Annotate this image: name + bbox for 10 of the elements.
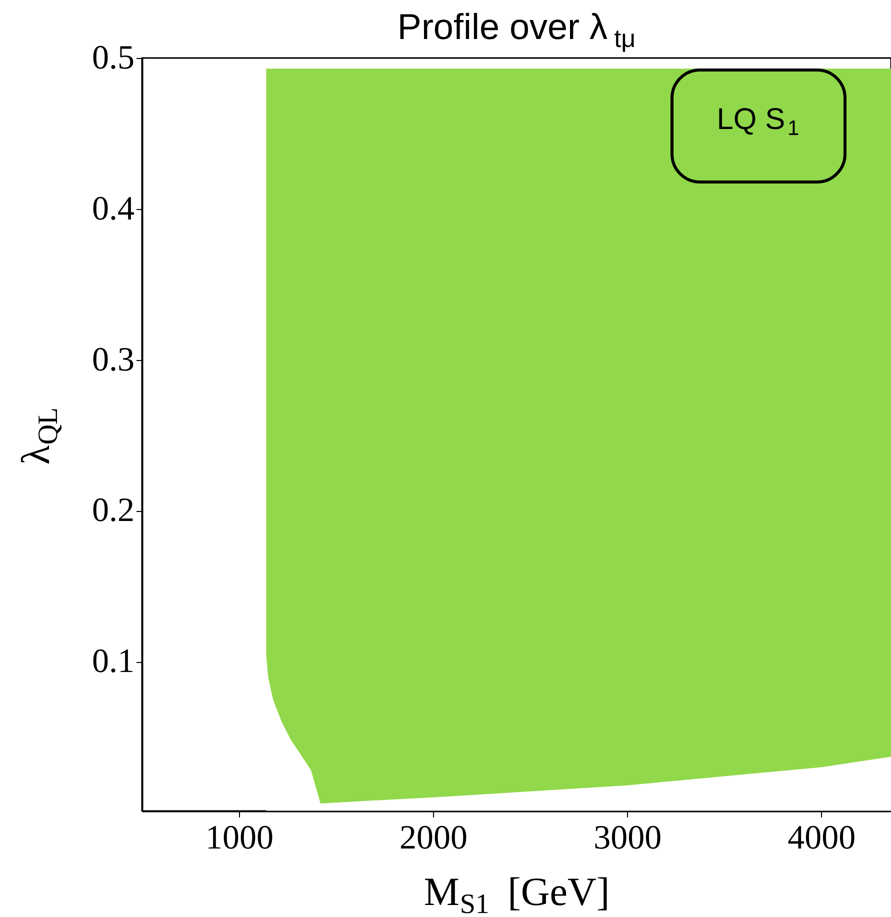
y-tick-label: 0.1 <box>92 643 134 680</box>
x-tick-label: 3000 <box>594 820 662 856</box>
x-tick-label: 1000 <box>206 820 274 856</box>
y-tick-label: 0.2 <box>92 492 134 530</box>
y-tick-label: 0.4 <box>92 190 134 228</box>
x-tick-label: 4000 <box>788 820 856 856</box>
y-axis-title: λQL <box>13 407 64 465</box>
x-tick-label: 2000 <box>400 820 468 856</box>
y-tick-label: 0.5 <box>92 40 134 76</box>
y-tick-label: 0.3 <box>92 341 134 378</box>
